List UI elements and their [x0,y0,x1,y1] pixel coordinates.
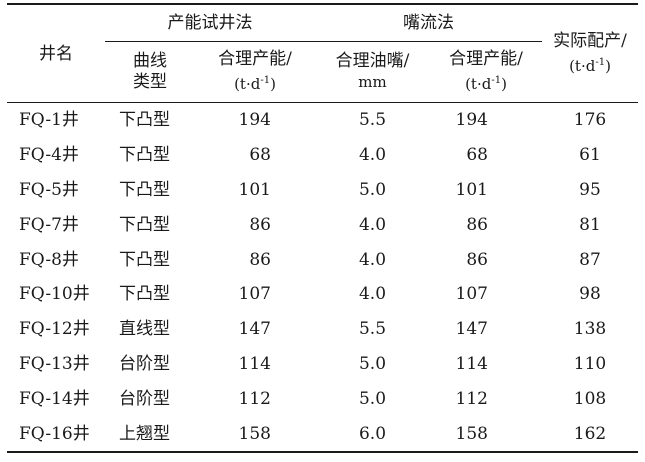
cell-capacity: 101 [238,179,271,200]
cell-capacity-2: 107 [455,284,488,305]
cell-capacity: 158 [195,416,315,453]
cell-choke: 4.0 [358,249,387,270]
cell-curve-type: 下凸型 [119,284,170,305]
table-row: FQ-12井 直线型 147 5.5 147 138 [7,312,638,347]
cell-choke: 4.0 [358,284,387,305]
cell-curve-type: 直线型 [119,319,170,340]
cell-actual: 108 [573,388,607,409]
table-row: FQ-5井 下凸型 101 5.0 101 95 [7,173,638,208]
cell-well-name: FQ-14井 [19,388,90,409]
cell-curve-type: 下凸型 [119,145,170,166]
header-row-2: 曲线 类型 合理产能/ (t·d-1) 合理油嘴/ mm [7,42,638,103]
cell-capacity-2: 86 [466,249,488,270]
cell-curve-type: 台阶型 [119,353,170,374]
cell-choke: 5.0 [358,353,387,374]
cell-choke: 5.5 [358,319,387,340]
cell-actual: 138 [573,319,607,340]
cell-actual: 110 [573,353,607,374]
cell-curve-type: 下凸型 [119,179,170,200]
cell-choke: 4.0 [358,145,387,166]
cell-actual: 162 [542,416,638,453]
cell-well-name: FQ-7井 [19,214,79,235]
cell-capacity-2: 101 [455,179,488,200]
cell-capacity-2: 158 [430,416,542,453]
header-actual-label: 实际配产/ [553,30,627,51]
cell-well-name: FQ-16井 [7,416,105,453]
cell-actual: 95 [579,179,601,200]
header-well-name: 井名 [39,43,73,64]
table-row: FQ-1井 下凸型 194 5.5 194 176 [7,103,638,138]
cell-choke: 5.5 [358,110,387,131]
cell-capacity: 86 [249,214,271,235]
table-row: FQ-14井 台阶型 112 5.0 112 108 [7,381,638,416]
cell-choke: 5.0 [358,388,387,409]
table-row: FQ-16井 上翘型 158 6.0 158 162 [7,416,638,453]
header-group-test: 产能试井法 [105,4,315,42]
cell-well-name: FQ-10井 [19,284,90,305]
cell-choke: 4.0 [358,214,387,235]
cell-curve-type: 下凸型 [119,214,170,235]
header-reasonable-capacity-2: 合理产能/ (t·d-1) [449,49,523,93]
cell-capacity-2: 86 [466,214,488,235]
table-row: FQ-10井 下凸型 107 4.0 107 98 [7,277,638,312]
cell-well-name: FQ-8井 [19,249,79,270]
cell-capacity-2: 114 [455,353,488,374]
cell-well-name: FQ-4井 [19,145,79,166]
cell-well-name: FQ-13井 [19,353,90,374]
cell-capacity: 112 [238,388,271,409]
cell-capacity-2: 194 [455,110,488,131]
cell-curve-type: 台阶型 [119,388,170,409]
cell-capacity: 86 [249,249,271,270]
cell-capacity: 147 [238,319,271,340]
cell-actual: 81 [579,214,601,235]
header-reasonable-capacity: 合理产能/ (t·d-1) [218,49,292,93]
cell-capacity-2: 68 [466,145,488,166]
cell-capacity-2: 147 [455,319,488,340]
cell-curve-type: 下凸型 [119,110,170,131]
cell-curve-type: 上翘型 [105,416,195,453]
header-actual: 实际配产/ (t·d-1) [542,4,638,103]
cell-actual: 87 [579,249,601,270]
cell-actual: 98 [579,284,601,305]
cell-well-name: FQ-1井 [19,110,79,131]
cell-actual: 61 [579,145,601,166]
cell-well-name: FQ-12井 [19,319,90,340]
cell-capacity: 68 [249,145,271,166]
table-row: FQ-13井 台阶型 114 5.0 114 110 [7,347,638,382]
cell-curve-type: 下凸型 [119,249,170,270]
table-row: FQ-8井 下凸型 86 4.0 86 87 [7,242,638,277]
cell-capacity: 194 [238,110,271,131]
header-group-choke: 嘴流法 [315,4,542,42]
header-actual-unit: (t·d-1) [569,56,611,75]
production-capacity-table: 井名 产能试井法 嘴流法 实际配产/ (t·d-1) 曲线 类型 [7,3,638,453]
header-reasonable-choke: 合理油嘴/ mm [335,51,410,91]
table-row: FQ-7井 下凸型 86 4.0 86 81 [7,207,638,242]
cell-capacity: 114 [238,353,271,374]
cell-well-name: FQ-5井 [19,179,79,200]
header-curve-type: 曲线 类型 [133,51,167,92]
cell-choke: 5.0 [358,179,387,200]
cell-choke: 6.0 [315,416,430,453]
cell-actual: 176 [573,110,607,131]
cell-capacity: 107 [238,284,271,305]
header-row-1: 井名 产能试井法 嘴流法 实际配产/ (t·d-1) [7,4,638,75]
table-row: FQ-4井 下凸型 68 4.0 68 61 [7,138,638,173]
cell-capacity-2: 112 [455,388,488,409]
table-body: FQ-1井 下凸型 194 5.5 194 176 FQ-4井 下凸型 68 4… [7,103,638,453]
